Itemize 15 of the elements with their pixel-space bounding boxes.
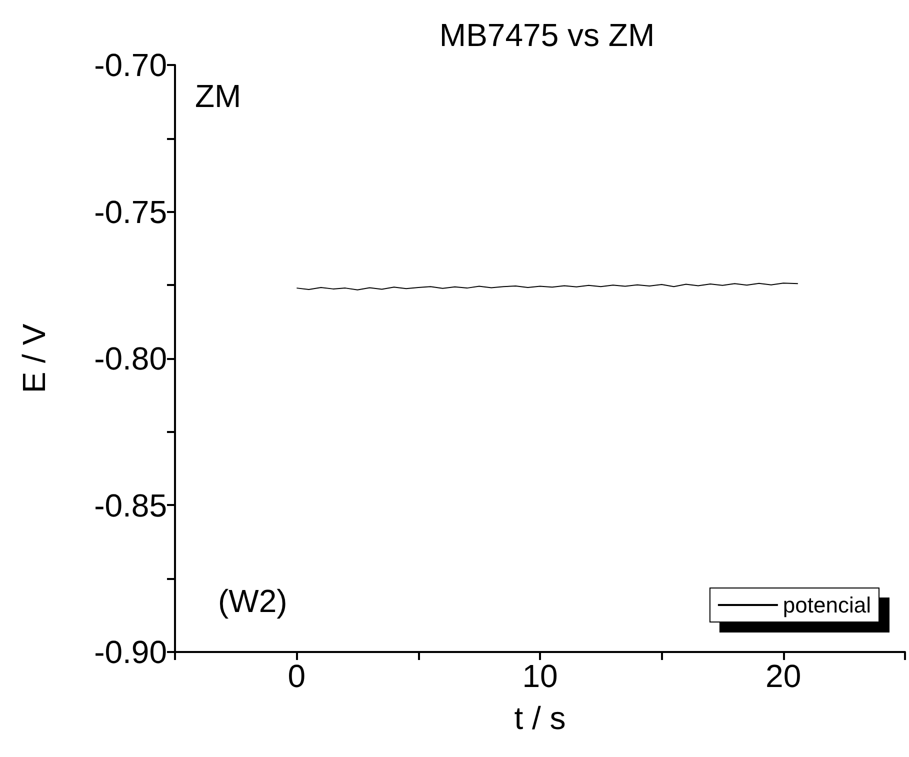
y-tick-label: -0.80 (94, 340, 167, 376)
legend-label: potencial (782, 592, 872, 618)
annotation: (W2) (218, 583, 288, 619)
y-tick-label: -0.90 (94, 634, 167, 670)
y-axis-title: E / V (16, 323, 52, 394)
x-tick-label: 0 (288, 658, 306, 694)
x-axis-title: t / s (514, 700, 566, 736)
x-tick-label: 10 (522, 658, 558, 694)
y-tick-label: -0.70 (94, 47, 167, 83)
x-tick-label: 20 (766, 658, 802, 694)
y-tick-label: -0.85 (94, 487, 167, 524)
y-tick-label: -0.75 (94, 194, 167, 230)
chart-title: MB7475 vs ZM (439, 17, 655, 53)
line-series (296, 282, 798, 290)
annotation: ZM (195, 78, 242, 114)
